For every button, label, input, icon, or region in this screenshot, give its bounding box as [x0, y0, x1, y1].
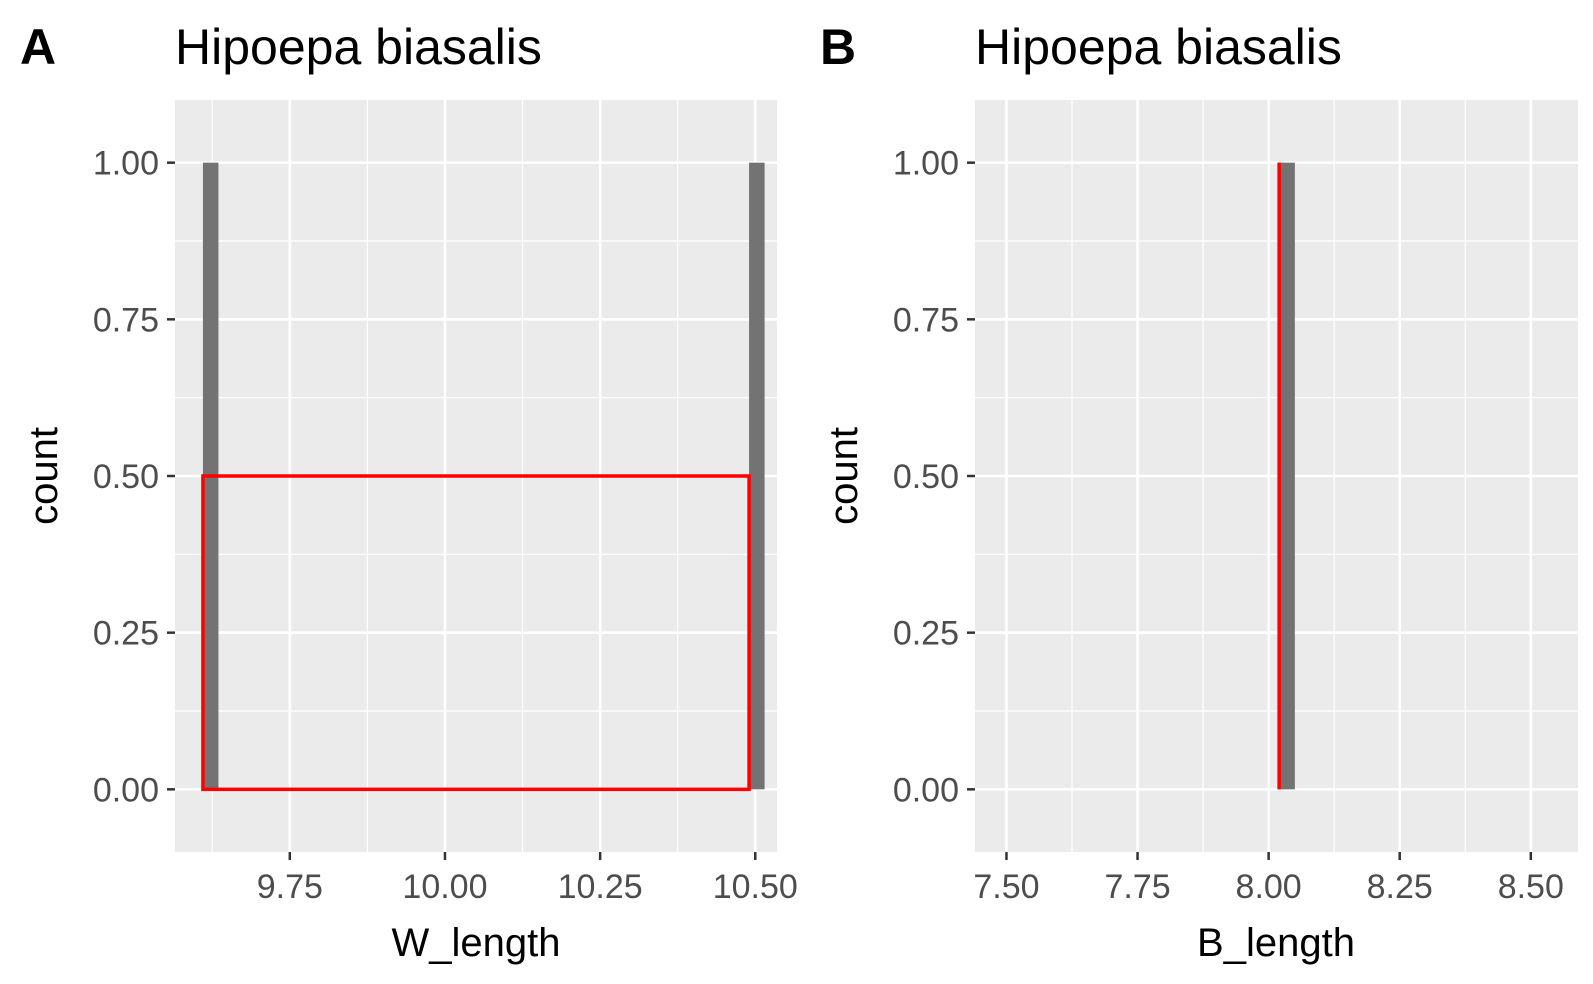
panel-a-bar-1 — [749, 162, 765, 790]
panel-b-bar-0 — [1279, 162, 1295, 790]
panel-a-x-tick-label-2: 10.25 — [558, 868, 643, 906]
panel-a-y-tick-label-3: 0.75 — [93, 301, 159, 339]
panel-b-y-tick-label-1: 0.25 — [893, 615, 959, 653]
panel-b-tag: B — [820, 19, 856, 75]
panel-a-annotations — [201, 474, 751, 792]
panel-b-title: Hipoepa biasalis — [975, 19, 1342, 75]
panel-a-x-tick-label-3: 10.50 — [713, 868, 798, 906]
panel-a-title: Hipoepa biasalis — [175, 19, 542, 75]
panel-a-annotation-rect-0 — [201, 474, 751, 792]
panel-a-x-axis-title: W_length — [392, 921, 561, 965]
panel-b-y-axis: 0.00 0.25 0.50 0.75 1.00 — [893, 145, 975, 809]
panel-b-x-tick-label-1: 7.75 — [1104, 868, 1170, 906]
panel-b-x-tick-label-3: 8.25 — [1367, 868, 1433, 906]
panel-b: B Hipoepa biasalis 7.50 7.75 8.00 8.25 8.50 … — [820, 19, 1578, 965]
panel-b-x-tick-label-0: 7.50 — [973, 868, 1039, 906]
panel-a-y-axis-title: count — [22, 427, 66, 525]
panel-a-y-tick-label-1: 0.25 — [93, 615, 159, 653]
panel-a-y-tick-label-2: 0.50 — [93, 458, 159, 496]
panel-a-y-tick-label-0: 0.00 — [93, 771, 159, 809]
panel-b-y-tick-label-3: 0.75 — [893, 301, 959, 339]
panel-a-tag: A — [20, 19, 56, 75]
panel-b-y-tick-label-4: 1.00 — [893, 145, 959, 183]
panel-b-y-axis-title: count — [822, 427, 866, 525]
panel-a-x-tick-label-1: 10.00 — [402, 868, 487, 906]
panel-b-x-axis: 7.50 7.75 8.00 8.25 8.50 — [973, 852, 1564, 906]
panel-a-y-tick-label-4: 1.00 — [93, 145, 159, 183]
panel-b-x-tick-label-4: 8.50 — [1498, 868, 1564, 906]
panel-b-y-tick-label-2: 0.50 — [893, 458, 959, 496]
panel-b-bars — [1279, 162, 1295, 790]
panel-b-x-axis-title: B_length — [1197, 921, 1355, 965]
panel-a: A Hipoepa biasalis 9.75 10.00 10.25 10.50 0… — [20, 19, 798, 965]
panel-a-x-axis: 9.75 10.00 10.25 10.50 — [257, 852, 798, 906]
panel-a-y-axis: 0.00 0.25 0.50 0.75 1.00 — [93, 145, 175, 809]
panel-b-y-tick-label-0: 0.00 — [893, 771, 959, 809]
panel-a-x-tick-label-0: 9.75 — [257, 868, 323, 906]
panel-b-x-tick-label-2: 8.00 — [1236, 868, 1302, 906]
panel-b-major-grid — [975, 100, 1578, 852]
